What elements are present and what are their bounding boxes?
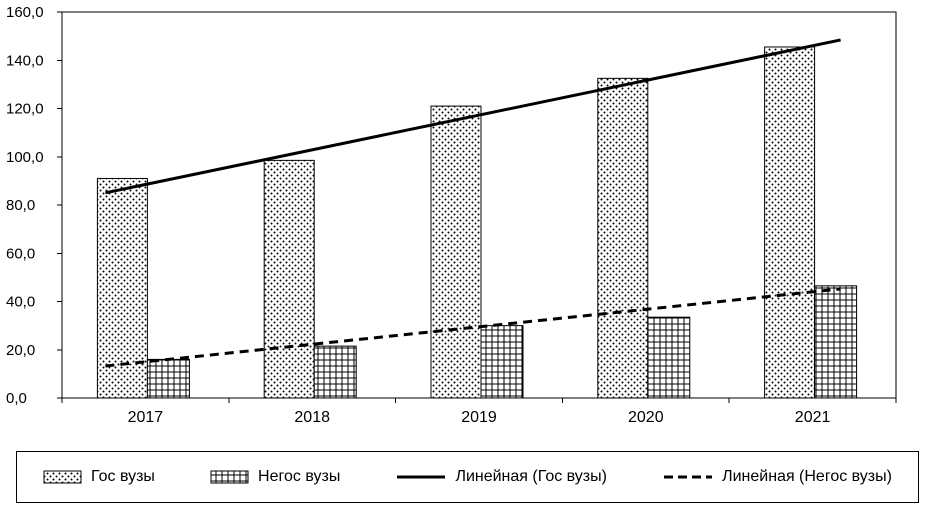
bar-gos [764, 46, 816, 399]
y-tick-label: 140,0 [6, 52, 44, 69]
y-tick-label: 120,0 [6, 101, 44, 118]
legend-dashed-line-icon [664, 475, 713, 479]
x-category-label: 2020 [628, 409, 664, 426]
y-tick-label: 60,0 [6, 245, 35, 262]
trendline-negos [105, 287, 841, 368]
bar-negos [647, 316, 691, 399]
legend-label-gos: Гос вузы [91, 468, 155, 485]
bar-negos [814, 285, 858, 399]
y-tick-label: 100,0 [6, 149, 44, 166]
y-tick-label: 0,0 [6, 390, 27, 407]
bar-gos [597, 77, 649, 399]
legend-item-trend-negos: Линейная (Негос вузы) [662, 468, 892, 486]
legend-item-trend-gos: Линейная (Гос вузы) [395, 468, 607, 486]
trendline-gos [105, 38, 841, 195]
bar-negos [480, 325, 524, 399]
legend-label-negos: Негос вузы [258, 468, 341, 485]
x-category-label: 2019 [461, 409, 497, 426]
legend-label-trend-negos: Линейная (Негос вузы) [722, 468, 892, 485]
legend-label-trend-gos: Линейная (Гос вузы) [455, 468, 607, 485]
legend-item-negos: Негос вузы [210, 468, 340, 486]
legend-solid-line-icon [397, 475, 446, 479]
legend: Гос вузы Негос вузы Линейная (Гос вузы) … [16, 451, 919, 503]
x-category-label: 2017 [128, 409, 164, 426]
x-category-label: 2018 [294, 409, 330, 426]
y-tick-label: 160,0 [6, 4, 44, 21]
y-tick-label: 40,0 [6, 294, 35, 311]
bar-negos [313, 345, 357, 399]
bar-negos [146, 358, 190, 399]
bar-gos [263, 159, 315, 399]
bar-gos [430, 105, 482, 399]
x-category-label: 2021 [795, 409, 831, 426]
legend-swatch-dots-icon [43, 470, 82, 484]
plot-area: 0,0 20,0 40,0 60,0 80,0 100,0 120,0 140,0 160,0 2… [6, 4, 897, 426]
legend-swatch-grid-icon [210, 470, 249, 484]
y-tick-label: 20,0 [6, 342, 35, 359]
legend-item-gos: Гос вузы [43, 468, 155, 486]
y-tick-label: 80,0 [6, 197, 35, 214]
